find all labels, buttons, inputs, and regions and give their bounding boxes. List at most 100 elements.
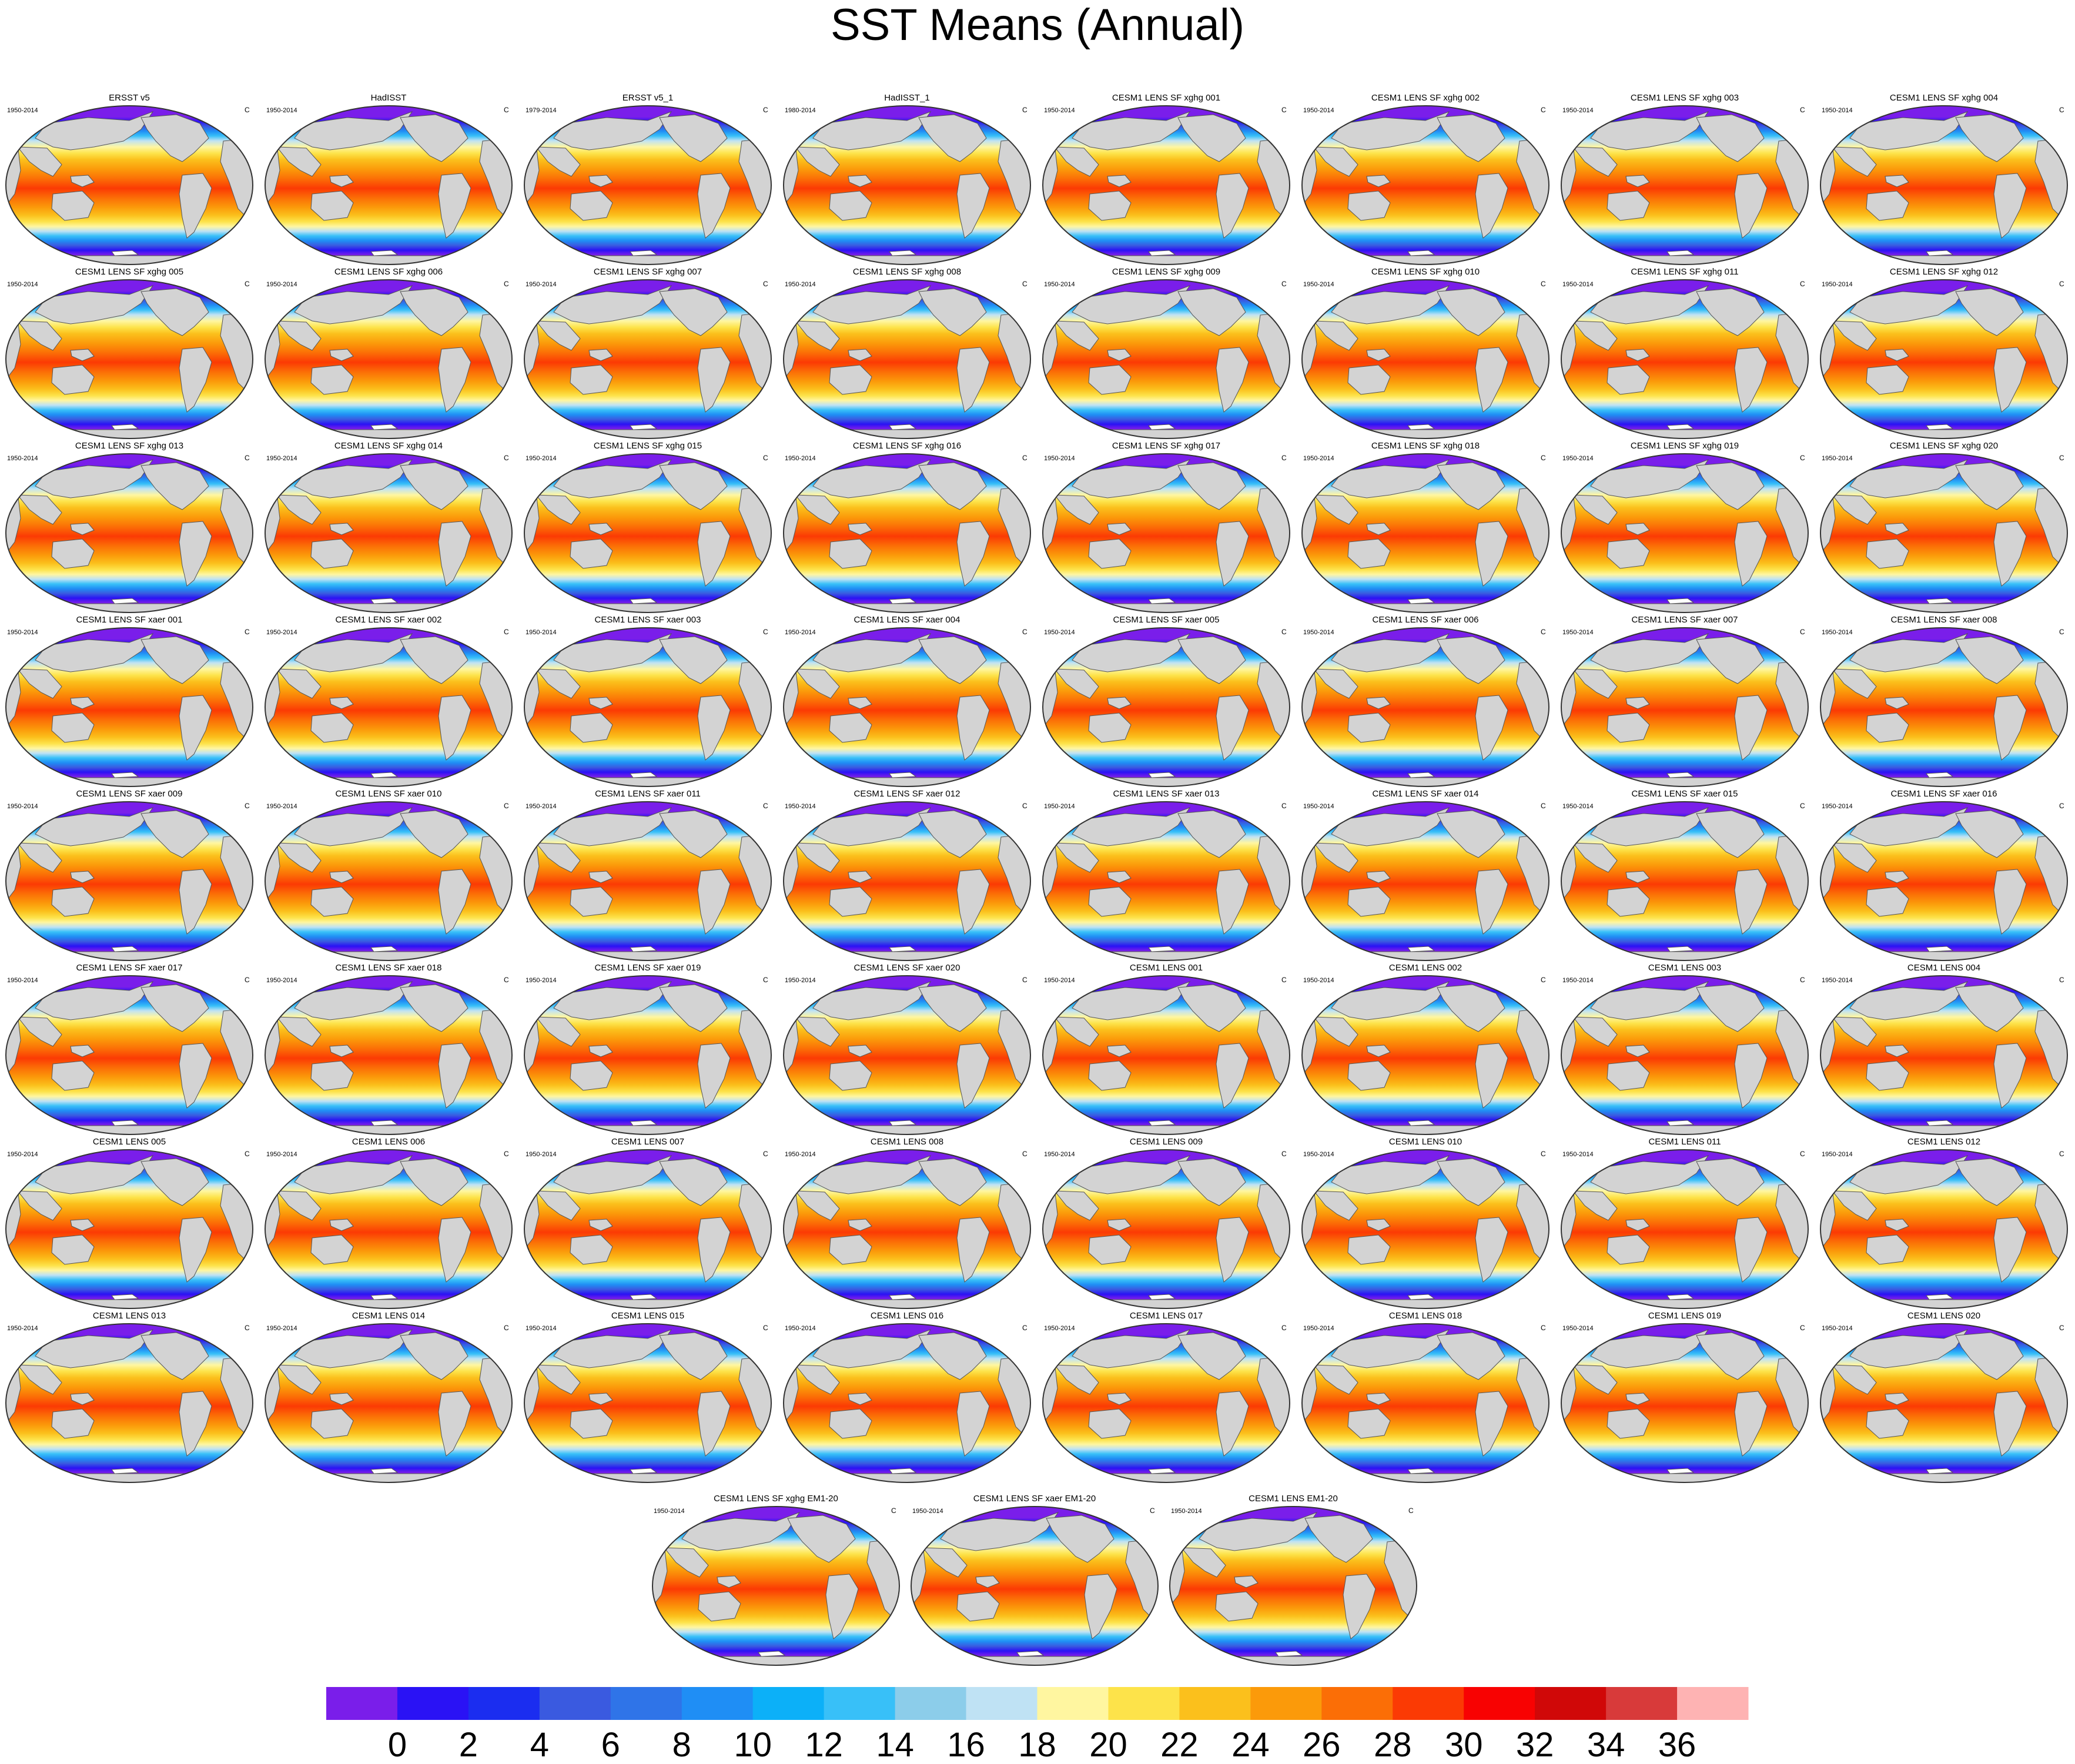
panel-units: C: [1022, 106, 1028, 114]
panel-units: C: [504, 1324, 509, 1332]
panel-period: 1950-2014: [526, 629, 557, 636]
panel-period: 1950-2014: [266, 107, 297, 114]
panel-units: C: [2059, 802, 2064, 810]
colorbar-tick-label: 0: [388, 1726, 407, 1764]
map-panel: CESM1 LENS SF xghg 015 1950-2014 C: [524, 441, 771, 612]
panel-title: CESM1 LENS SF xaer 014: [1373, 789, 1479, 799]
panel-title: CESM1 LENS SF xghg 016: [853, 441, 961, 451]
panel-period: 1950-2014: [7, 107, 38, 114]
panel-title: CESM1 LENS 002: [1389, 963, 1462, 973]
panel-period: 1950-2014: [1303, 281, 1334, 288]
panel-period: 1950-2014: [1822, 1151, 1853, 1158]
map-panel: CESM1 LENS SF xghg 016 1950-2014 C: [784, 441, 1030, 612]
panel-period: 1950-2014: [1303, 803, 1334, 810]
panel-period: 1950-2014: [1822, 629, 1853, 636]
panel-title: CESM1 LENS SF xaer 018: [336, 963, 442, 973]
panel-title: CESM1 LENS SF xghg 001: [1112, 93, 1220, 103]
panel-units: C: [763, 802, 768, 810]
panel-period: 1950-2014: [1562, 803, 1594, 810]
panel-period: 1950-2014: [785, 629, 816, 636]
panel-period: 1950-2014: [1822, 977, 1853, 984]
panel-period: 1950-2014: [1303, 1325, 1334, 1332]
panel-title: CESM1 LENS SF xghg 012: [1890, 267, 1998, 277]
panel-units: C: [504, 628, 509, 636]
panel-title: CESM1 LENS SF xaer EM1-20: [973, 1494, 1096, 1504]
colorbar-tick-label: 8: [672, 1726, 691, 1764]
panel-title: CESM1 LENS SF xghg 019: [1631, 441, 1739, 451]
panel-period: 1950-2014: [266, 1325, 297, 1332]
panel-units: C: [245, 976, 250, 984]
map-panel: CESM1 LENS SF xaer 020 1950-2014 C: [784, 963, 1030, 1134]
colorbar-tick-label: 34: [1587, 1726, 1625, 1764]
panel-title: CESM1 LENS SF xghg 004: [1890, 93, 1998, 103]
panel-period: 1950-2014: [1822, 1325, 1853, 1332]
panel-units: C: [2059, 280, 2064, 288]
panel-period: 1950-2014: [785, 977, 816, 984]
map-panel: CESM1 LENS 015 1950-2014 C: [524, 1311, 771, 1482]
panel-title: CESM1 LENS 007: [611, 1137, 684, 1147]
panel-units: C: [1281, 106, 1287, 114]
map-panel: CESM1 LENS SF xaer 002 1950-2014 C: [265, 615, 512, 786]
colorbar-tick-label: 18: [1018, 1726, 1056, 1764]
map-panel: CESM1 LENS SF xghg 014 1950-2014 C: [265, 441, 512, 612]
panel-title: CESM1 LENS SF xaer 015: [1632, 789, 1738, 799]
map-panel: ERSST v5 1950-2014 C: [6, 93, 253, 265]
map-panel: CESM1 LENS 016 1950-2014 C: [784, 1311, 1030, 1482]
panel-title: CESM1 LENS 009: [1130, 1137, 1203, 1147]
map-panel: CESM1 LENS SF xaer 006 1950-2014 C: [1302, 615, 1549, 786]
panel-units: C: [245, 106, 250, 114]
panel-units: C: [245, 1150, 250, 1158]
panel-period: 1950-2014: [785, 281, 816, 288]
map-panel: HadISST 1950-2014 C: [265, 93, 512, 265]
panel-units: C: [1022, 454, 1028, 462]
map-panel: CESM1 LENS 011 1950-2014 C: [1561, 1137, 1808, 1308]
map-panel: CESM1 LENS SF xghg 017 1950-2014 C: [1043, 441, 1290, 612]
map-panel: CESM1 LENS SF xghg 008 1950-2014 C: [784, 267, 1030, 439]
panel-period: 1950-2014: [526, 803, 557, 810]
map-panel: CESM1 LENS SF xghg 005 1950-2014 C: [6, 267, 253, 439]
map-panel: CESM1 LENS SF xghg 009 1950-2014 C: [1043, 267, 1290, 439]
panel-title: CESM1 LENS SF xghg 010: [1371, 267, 1480, 277]
panel-title: CESM1 LENS SF xaer 019: [595, 963, 701, 973]
panel-units: C: [504, 802, 509, 810]
panel-units: C: [1281, 976, 1287, 984]
panel-period: 1950-2014: [266, 281, 297, 288]
map-panel: CESM1 LENS 010 1950-2014 C: [1302, 1137, 1549, 1308]
panel-period: 1950-2014: [1044, 1325, 1075, 1332]
map-panel: CESM1 LENS SF xaer 001 1950-2014 C: [6, 615, 253, 786]
map-panel: CESM1 LENS 018 1950-2014 C: [1302, 1311, 1549, 1482]
panel-title: CESM1 LENS SF xaer 016: [1891, 789, 1997, 799]
panel-units: C: [1281, 628, 1287, 636]
panel-units: C: [1022, 802, 1028, 810]
panel-period: 1950-2014: [1303, 977, 1334, 984]
panel-title: CESM1 LENS SF xghg 002: [1371, 93, 1480, 103]
panel-period: 1950-2014: [266, 803, 297, 810]
panel-title: CESM1 LENS SF xghg 018: [1371, 441, 1480, 451]
map-panel: CESM1 LENS SF xaer 009 1950-2014 C: [6, 789, 253, 960]
panel-units: C: [245, 280, 250, 288]
panel-title: CESM1 LENS SF xghg 003: [1631, 93, 1739, 103]
map-panel: CESM1 LENS 014 1950-2014 C: [265, 1311, 512, 1482]
map-panel: CESM1 LENS EM1-20 1950-2014 C: [1170, 1494, 1417, 1665]
panel-period: 1950-2014: [1303, 455, 1334, 462]
colorbar-swatch: [1606, 1687, 1678, 1720]
panel-units: C: [2059, 106, 2064, 114]
panel-title: CESM1 LENS SF xghg 013: [75, 441, 183, 451]
colorbar-swatch: [539, 1687, 611, 1720]
map-panel: CESM1 LENS SF xaer 011 1950-2014 C: [524, 789, 771, 960]
panel-units: C: [245, 628, 250, 636]
colorbar-swatch: [824, 1687, 896, 1720]
map-panel: CESM1 LENS SF xghg EM1-20 1950-2014 C: [652, 1494, 899, 1665]
panel-title: CESM1 LENS 005: [93, 1137, 166, 1147]
panel-units: C: [1281, 802, 1287, 810]
panel-period: 1980-2014: [785, 107, 816, 114]
colorbar-swatch: [1321, 1687, 1393, 1720]
map-panel: CESM1 LENS SF xaer 016 1950-2014 C: [1820, 789, 2067, 960]
panel-units: C: [504, 106, 509, 114]
colorbar-tick-label: 30: [1445, 1726, 1483, 1764]
panel-period: 1950-2014: [785, 1151, 816, 1158]
panel-title: CESM1 LENS 012: [1907, 1137, 1980, 1147]
panel-units: C: [763, 628, 768, 636]
panel-title: CESM1 LENS SF xaer 006: [1373, 615, 1479, 625]
